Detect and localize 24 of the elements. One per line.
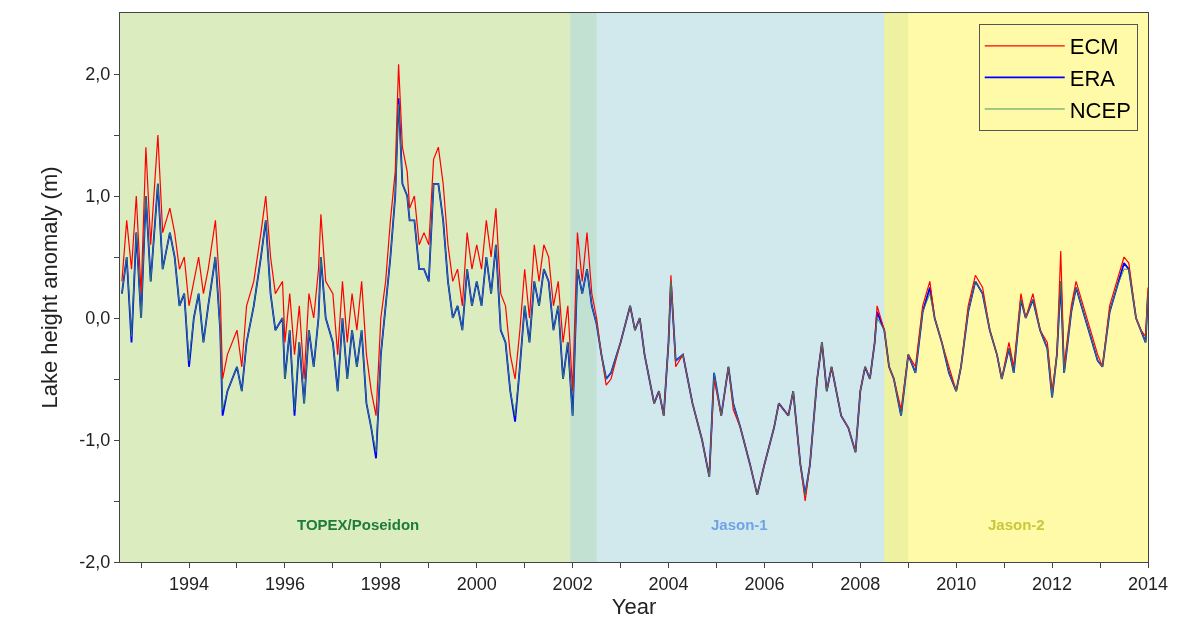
x-tick-label: 2012 bbox=[1032, 573, 1073, 594]
y-tick-label: 2,0 bbox=[85, 64, 111, 85]
y-tick-label: 1,0 bbox=[85, 186, 111, 207]
x-axis-title: Year bbox=[611, 593, 657, 619]
band-label: TOPEX/Poseidon bbox=[297, 516, 420, 533]
x-tick-label: 2014 bbox=[1127, 573, 1169, 594]
x-tick-label: 2002 bbox=[552, 573, 593, 594]
x-tick-label: 2000 bbox=[456, 573, 497, 594]
x-tick-label: 2004 bbox=[648, 573, 689, 594]
x-tick-label: 2010 bbox=[936, 573, 977, 594]
x-tick-label: 1998 bbox=[360, 573, 401, 594]
band-label: Jason-1 bbox=[711, 516, 768, 533]
legend-label: ERA bbox=[1069, 65, 1116, 91]
x-tick-label: 1996 bbox=[264, 573, 305, 594]
x-tick-label: 2006 bbox=[744, 573, 785, 594]
y-tick-label: -2,0 bbox=[79, 552, 111, 573]
y-tick-label: -1,0 bbox=[79, 430, 111, 451]
x-tick-label: 2008 bbox=[840, 573, 881, 594]
x-tick-label: 1994 bbox=[169, 573, 210, 594]
y-tick-label: 0,0 bbox=[85, 308, 111, 329]
legend-label: ECM bbox=[1069, 34, 1119, 60]
y-axis-title: Lake height anomaly (m) bbox=[37, 166, 63, 409]
legend-label: NCEP bbox=[1069, 97, 1131, 123]
band-label: Jason-2 bbox=[988, 516, 1045, 533]
